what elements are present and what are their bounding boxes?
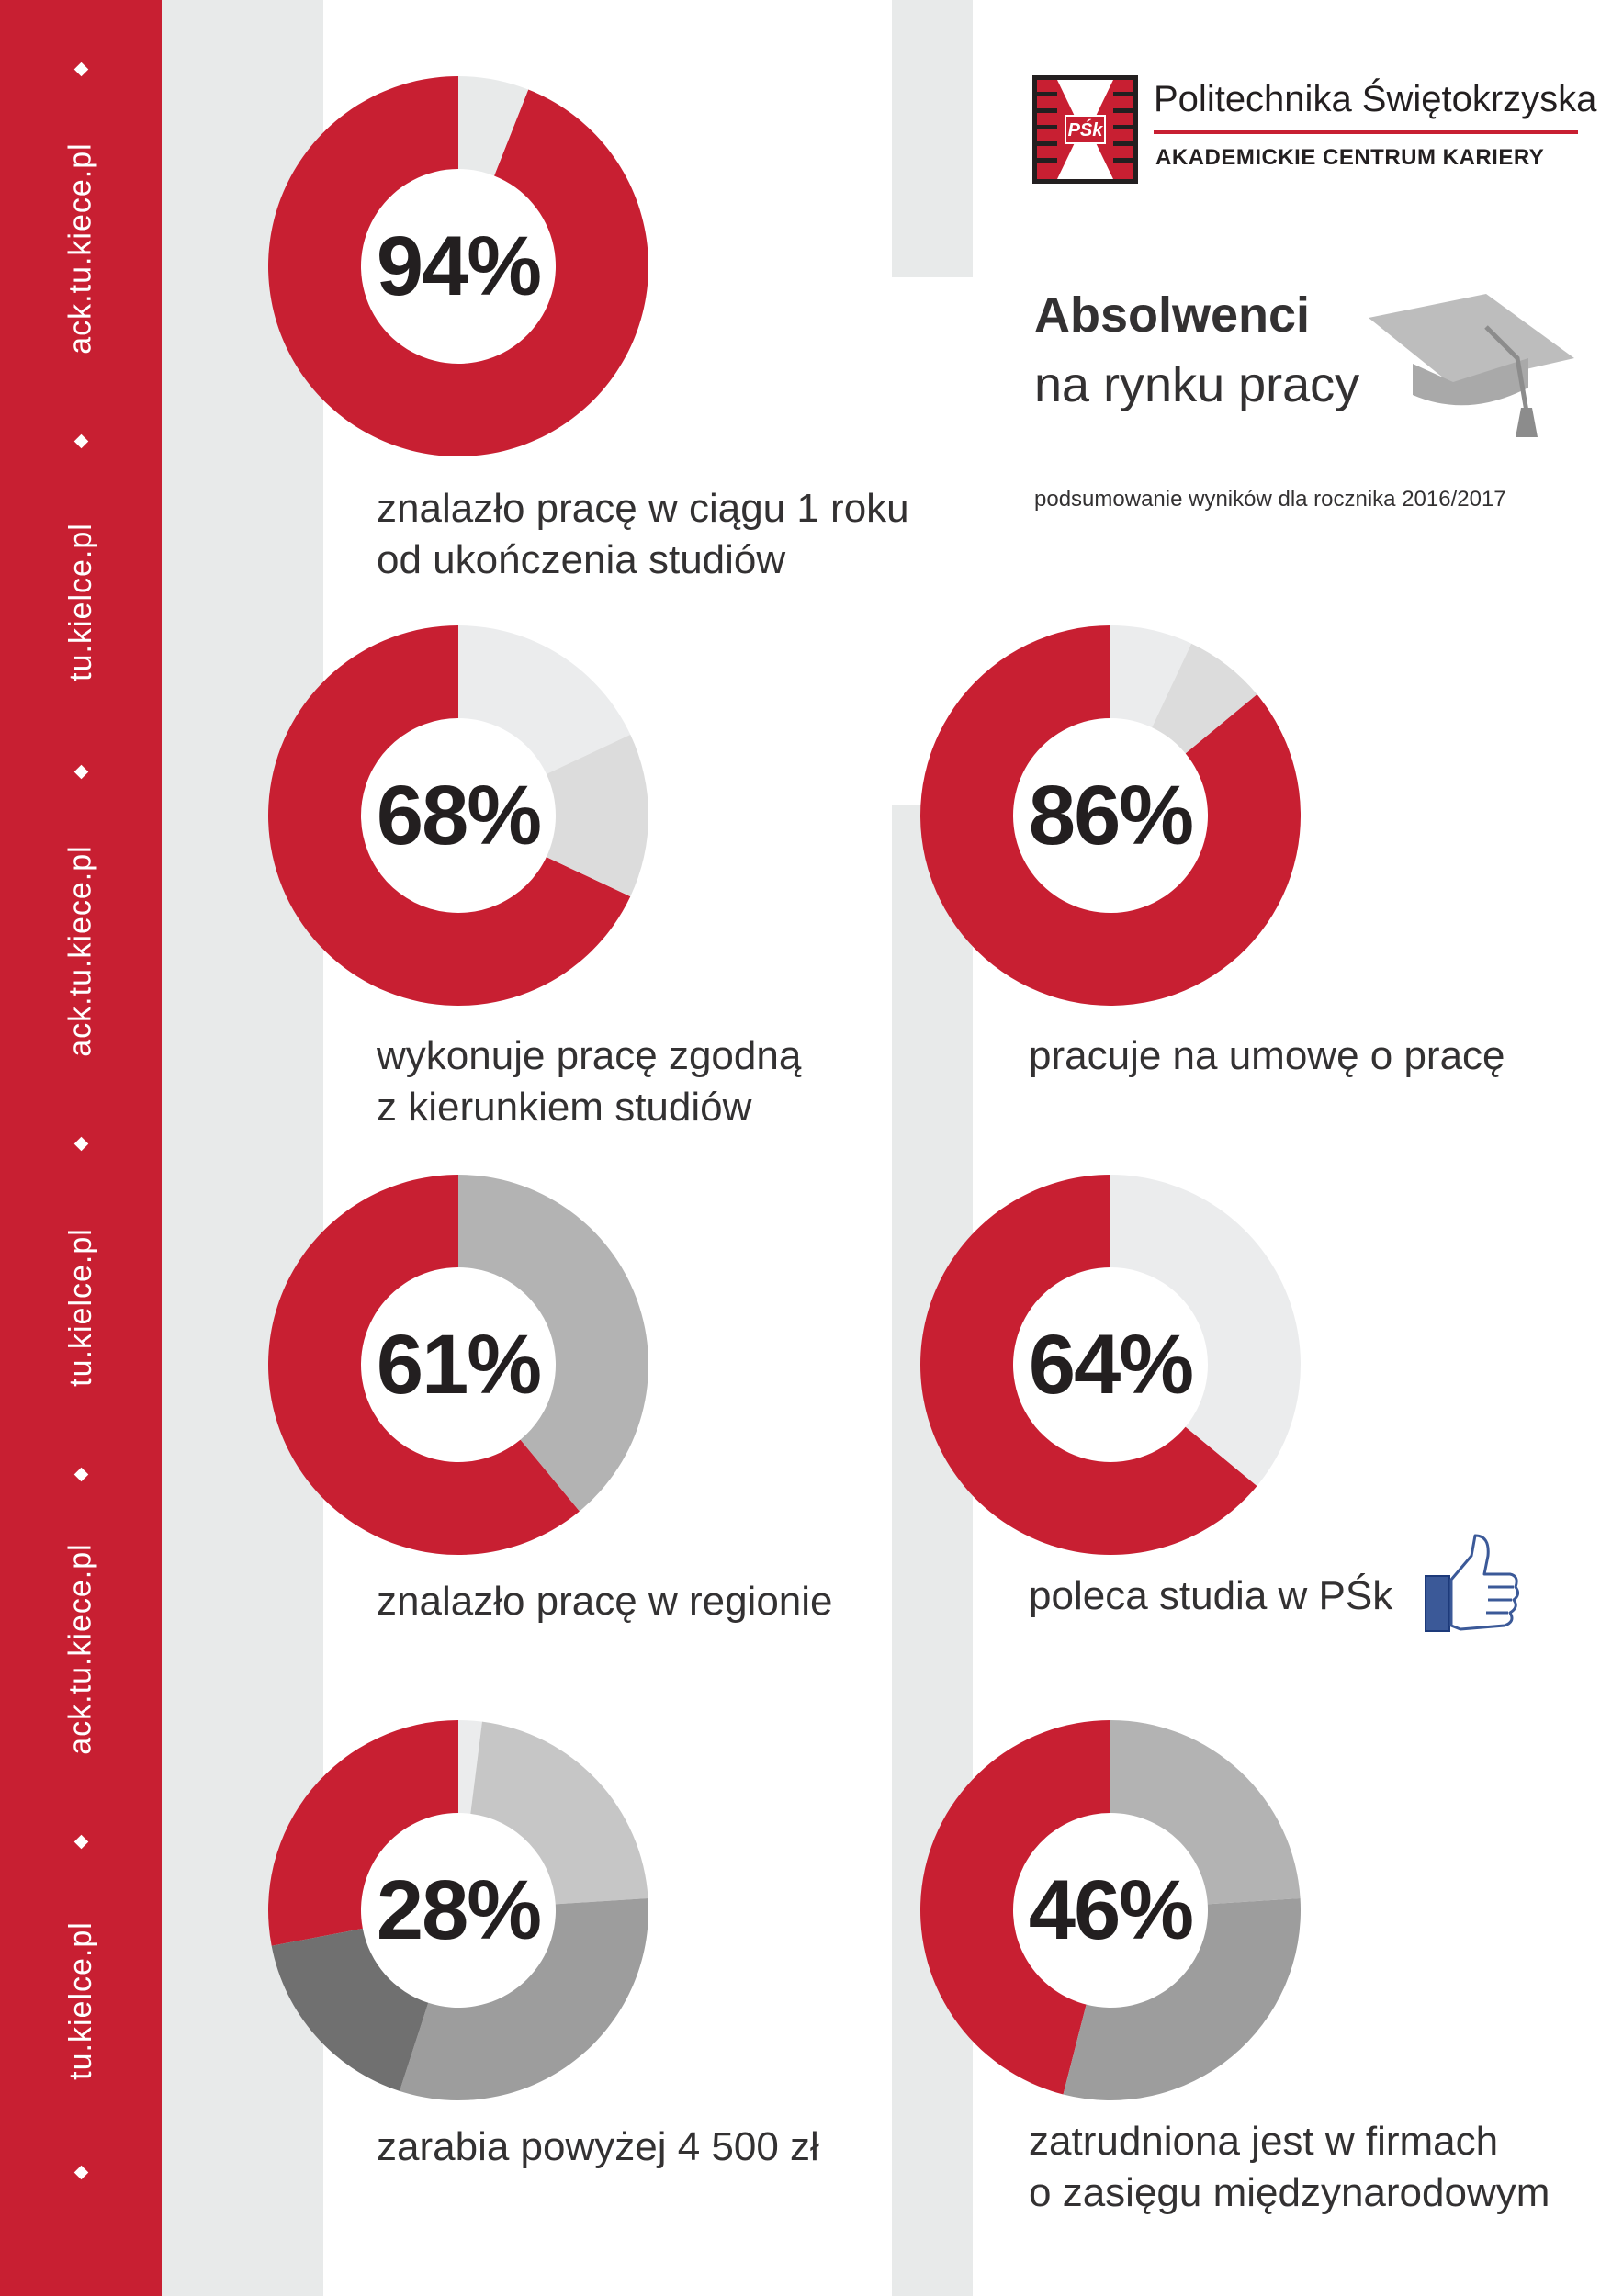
donut-slice-highlight: [267, 625, 631, 1006]
sidebar: ack.tu.kiece.pl tu.kielce.pl ack.tu.kiec…: [0, 0, 162, 2296]
sidebar-dot: [73, 1834, 89, 1850]
thumbs-up-icon: [1425, 1534, 1519, 1632]
sidebar-dot: [73, 1467, 89, 1482]
caption-line: z kierunkiem studiów: [377, 1085, 752, 1130]
donut-slice-rest: [1063, 1898, 1301, 2100]
graduation-cap-icon: [1369, 294, 1574, 437]
svg-text:PŚk: PŚk: [1068, 118, 1104, 141]
background-band: [892, 805, 973, 2296]
caption-line: poleca studia w PŚk: [1029, 1573, 1393, 1618]
caption-line: od ukończenia studiów: [377, 537, 786, 582]
donut-chart: 94%: [262, 70, 655, 463]
caption-line: pracuje na umowę o pracę: [1029, 1033, 1505, 1078]
caption-line: zatrudniona jest w firmach: [1029, 2119, 1499, 2164]
percent-label: 64%: [1028, 1317, 1194, 1412]
page-subtitle: na rynku pracy: [1034, 357, 1360, 412]
donut-slice-highlight: [920, 1175, 1257, 1555]
percent-label: 68%: [376, 768, 542, 862]
percent-label: 28%: [376, 1863, 542, 1957]
caption-line: wykonuje pracę zgodną: [377, 1033, 802, 1078]
donut-slice-rest: [546, 734, 648, 897]
chart-caption: pracuje na umowę o pracę: [1029, 1030, 1505, 1082]
percent-label: 46%: [1028, 1863, 1194, 1957]
donut-chart: 68%: [262, 619, 655, 1012]
background-band: [892, 0, 973, 277]
page-title: Absolwenci: [1034, 287, 1311, 343]
donut-slice-highlight: [268, 1720, 458, 1946]
donut-chart: 64%: [914, 1168, 1307, 1561]
donut-slice-rest: [271, 1928, 429, 2091]
sidebar-dot: [73, 2165, 89, 2180]
donut-slice-rest: [458, 1175, 648, 1512]
donut-slice-rest: [458, 76, 529, 176]
donut-slice-rest: [1110, 625, 1192, 728]
sidebar-dot: [73, 764, 89, 780]
donut-chart: 28%: [262, 1714, 655, 2107]
donut-slice-rest: [1110, 1720, 1301, 1905]
donut-slice-highlight: [267, 1175, 580, 1555]
sidebar-dot: [73, 433, 89, 449]
donut-slice-rest: [458, 1720, 482, 1814]
caption-line: zarabia powyżej 4 500 zł: [377, 2124, 819, 2169]
donut-slice-rest: [1110, 1175, 1301, 1486]
chart-caption: poleca studia w PŚk: [1029, 1570, 1392, 1622]
summary-note: podsumowanie wyników dla rocznika 2016/2…: [1034, 487, 1506, 512]
percent-label: 94%: [376, 219, 542, 313]
percent-label: 86%: [1028, 768, 1194, 862]
donut-slice-highlight: [920, 625, 1301, 1006]
donut-chart: 61%: [262, 1168, 655, 1561]
caption-line: o zasięgu międzynarodowym: [1029, 2170, 1550, 2215]
percent-label: 61%: [376, 1317, 542, 1412]
chart-caption: znalazło pracę w regionie: [377, 1576, 833, 1627]
caption-line: znalazło pracę w ciągu 1 roku: [377, 486, 909, 531]
university-name: Politechnika Świętokrzyska: [1154, 79, 1597, 119]
donut-slice-rest: [470, 1721, 648, 1905]
chart-caption: znalazło pracę w ciągu 1 roku od ukończe…: [377, 483, 909, 586]
chart-caption: zatrudniona jest w firmach o zasięgu mię…: [1029, 2116, 1550, 2219]
chart-caption: zarabia powyżej 4 500 zł: [377, 2122, 819, 2173]
donut-slice-highlight: [267, 76, 648, 457]
chart-caption: wykonuje pracę zgodną z kierunkiem studi…: [377, 1030, 801, 1133]
donut-slice-rest: [1152, 643, 1257, 754]
donut-chart: 46%: [914, 1714, 1307, 2107]
sidebar-dot: [73, 1136, 89, 1152]
unit-name: AKADEMICKIE CENTRUM KARIERY: [1155, 145, 1545, 170]
sidebar-dot: [73, 62, 89, 77]
donut-slice-highlight: [920, 1720, 1110, 2095]
caption-line: znalazło pracę w regionie: [377, 1579, 833, 1624]
brand-divider: [1154, 130, 1578, 134]
donut-chart: 86%: [914, 619, 1307, 1012]
donut-slice-rest: [458, 625, 631, 774]
donut-slice-rest: [400, 1898, 648, 2100]
university-logo: PŚk: [1032, 75, 1138, 184]
